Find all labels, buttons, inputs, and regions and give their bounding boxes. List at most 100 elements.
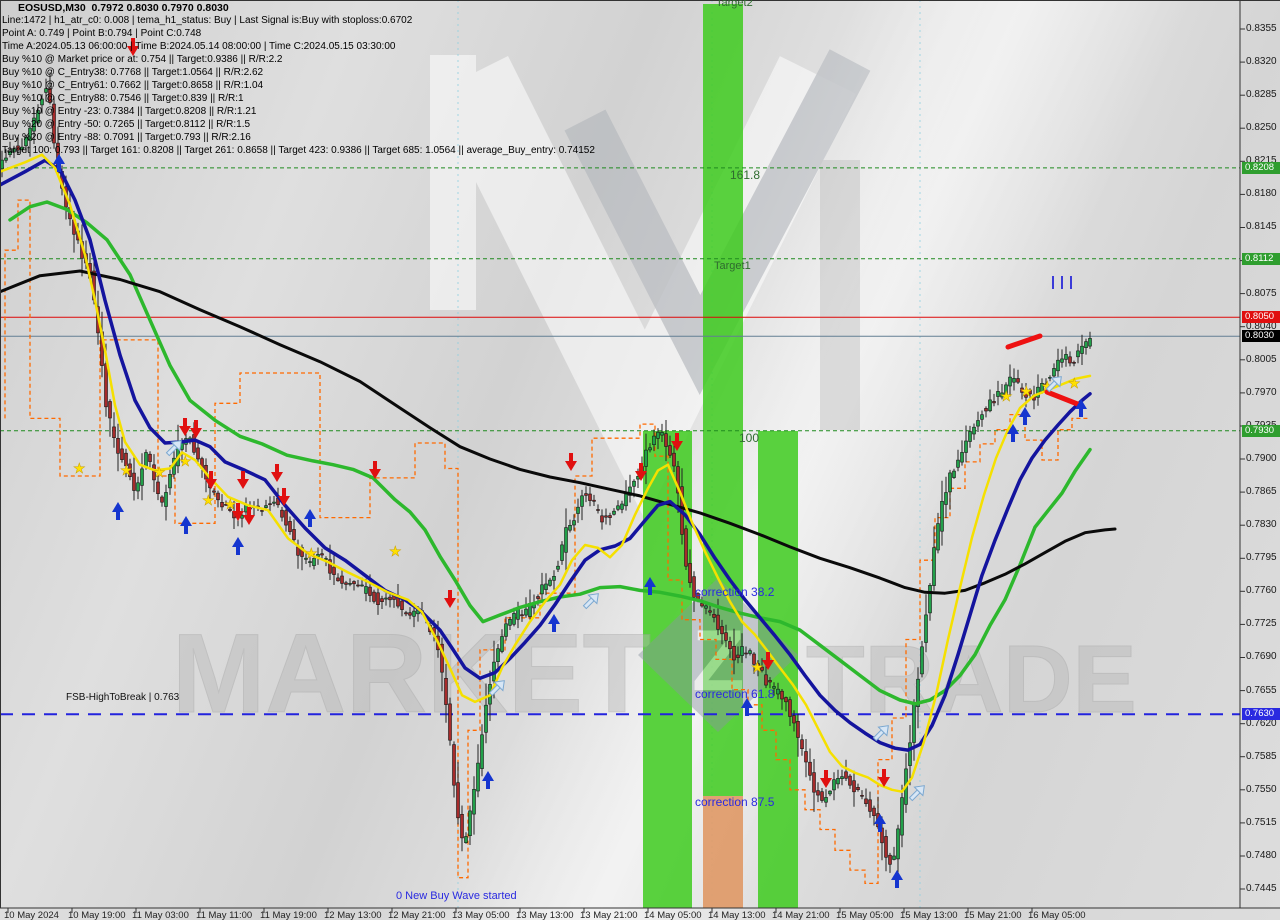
- candle-up: [12, 148, 16, 153]
- candle-down: [148, 453, 152, 462]
- candle-up: [272, 501, 276, 504]
- candle-down: [268, 503, 272, 506]
- candle-down: [340, 575, 344, 584]
- candle-up: [1080, 345, 1084, 354]
- candle-down: [852, 780, 856, 793]
- candle-down: [808, 761, 812, 776]
- sell-arrow-icon: [444, 590, 456, 608]
- draw-arrow-icon: [1045, 376, 1062, 393]
- candle-down: [344, 582, 348, 585]
- candle-down: [676, 466, 680, 494]
- candle-down: [716, 614, 720, 630]
- star-icon: ★: [751, 660, 764, 676]
- candle-up: [940, 500, 944, 532]
- candle-down: [228, 508, 232, 511]
- candle-up: [892, 855, 896, 860]
- candle-up: [968, 431, 972, 442]
- candle-down: [224, 503, 228, 506]
- candle-down: [404, 612, 408, 615]
- candle-up: [412, 610, 416, 617]
- candle-up: [936, 523, 940, 551]
- candle-down: [856, 786, 860, 790]
- draw-arrow-icon: [165, 440, 182, 457]
- candle-down: [352, 581, 356, 585]
- candle-up: [1064, 354, 1068, 360]
- candle-up: [464, 836, 468, 843]
- sell-arrow-icon: [179, 418, 191, 436]
- candle-down: [584, 493, 588, 496]
- candle-down: [52, 103, 56, 144]
- candle-down: [668, 445, 672, 456]
- candle-up: [1088, 338, 1092, 347]
- draw-arrow-icon: [908, 785, 925, 802]
- ma-long-black-line: [0, 269, 1117, 595]
- candle-up: [1060, 358, 1064, 363]
- candle-up: [652, 435, 656, 446]
- sell-arrow-icon: [369, 461, 381, 479]
- signal-tick-icon: [1052, 276, 1054, 289]
- candle-up: [612, 510, 616, 515]
- candle-up: [748, 650, 752, 654]
- red-trend-segment: [1005, 333, 1043, 350]
- candle-up: [1008, 376, 1012, 387]
- candle-down: [260, 510, 264, 512]
- candle-up: [1056, 359, 1060, 372]
- candle-up: [348, 582, 352, 585]
- signal-zone-band: [703, 796, 743, 908]
- buy-arrow-icon: [548, 614, 560, 632]
- candle-up: [304, 557, 308, 560]
- star-icon: ★: [1000, 389, 1013, 405]
- candle-up: [556, 565, 560, 570]
- candle-down: [844, 771, 848, 779]
- candle-down: [812, 772, 816, 793]
- buy-arrow-icon: [304, 509, 316, 527]
- candle-down: [1068, 356, 1072, 364]
- buy-arrow-icon: [112, 502, 124, 520]
- candle-up: [912, 704, 916, 743]
- buy-arrow-icon: [53, 154, 65, 172]
- candle-up: [996, 391, 1000, 397]
- candle-up: [1076, 350, 1080, 358]
- candle-down: [48, 88, 52, 103]
- star-icon: ★: [305, 546, 318, 562]
- candle-down: [280, 509, 284, 518]
- sell-arrow-icon: [237, 471, 249, 489]
- candle-down: [592, 499, 596, 502]
- candle-up: [500, 636, 504, 652]
- candle-down: [884, 836, 888, 858]
- candle-up: [920, 646, 924, 675]
- buy-arrow-icon: [232, 537, 244, 555]
- candle-up: [900, 797, 904, 836]
- buy-arrow-icon: [644, 577, 656, 595]
- draw-arrow-icon: [872, 725, 889, 742]
- candle-up: [580, 495, 584, 507]
- candle-down: [284, 510, 288, 526]
- candle-down: [712, 613, 716, 618]
- candle-down: [152, 464, 156, 481]
- candle-down: [460, 813, 464, 839]
- svg-text:TRADE: TRADE: [806, 626, 1137, 733]
- candle-down: [728, 641, 732, 650]
- candle-down: [108, 401, 112, 419]
- candle-down: [588, 493, 592, 501]
- candle-down: [608, 515, 612, 518]
- candle-down: [1016, 378, 1020, 383]
- candles-layer: [0, 72, 1092, 880]
- candle-down: [388, 596, 392, 601]
- candle-down: [796, 720, 800, 738]
- candle-up: [840, 776, 844, 779]
- candle-up: [4, 157, 8, 161]
- sell-arrow-icon: [271, 464, 283, 482]
- sell-arrow-icon: [127, 38, 139, 56]
- candle-up: [660, 432, 664, 436]
- candle-up: [560, 544, 564, 561]
- candle-up: [468, 810, 472, 837]
- candle-down: [848, 775, 852, 786]
- buy-arrow-icon: [180, 516, 192, 534]
- candle-up: [548, 579, 552, 586]
- buy-arrow-icon: [1075, 399, 1087, 417]
- sell-arrow-icon: [762, 652, 774, 670]
- candle-up: [740, 646, 744, 656]
